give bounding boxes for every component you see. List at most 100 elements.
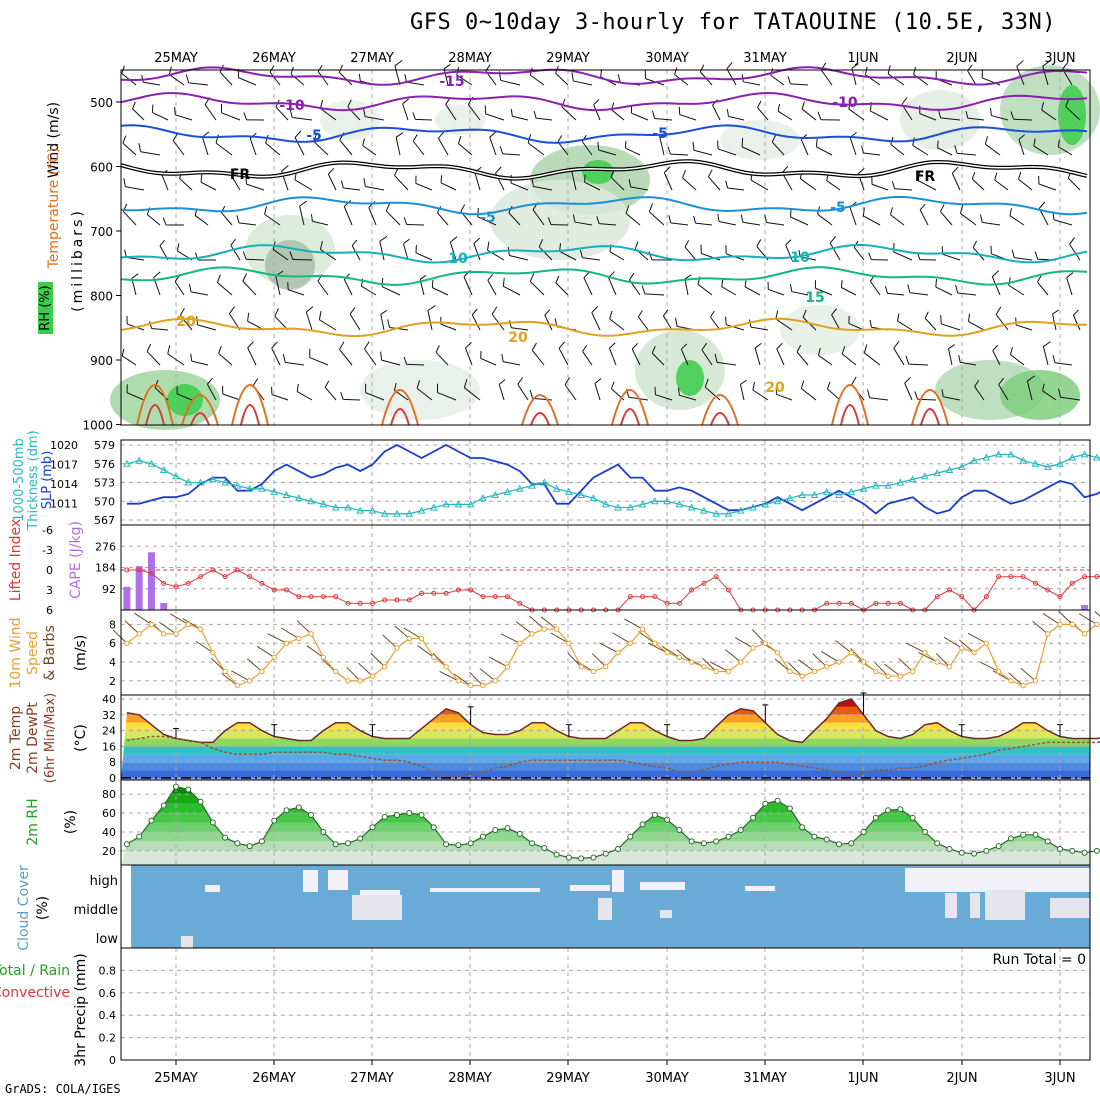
wind-speed-point	[210, 649, 216, 656]
wind-barb	[974, 386, 985, 401]
wind-barb	[1042, 346, 1049, 366]
wind-barb	[267, 633, 287, 644]
wind-barb	[849, 207, 857, 226]
wind-barb	[358, 662, 373, 677]
wind-speed-point	[382, 664, 388, 670]
thickness-point	[1080, 450, 1089, 458]
wind-barb-flag	[387, 319, 391, 328]
wind-barb	[909, 292, 929, 296]
wind-barb	[702, 657, 717, 672]
wind-barb	[625, 147, 641, 156]
wind-barb	[364, 348, 377, 366]
wind-barb-flag	[776, 342, 783, 350]
thickness-point	[1056, 459, 1064, 467]
wind-barb-flag	[502, 277, 505, 287]
wind-barb	[440, 182, 457, 191]
wind-barb	[463, 276, 473, 296]
wind-barb-flag	[1052, 355, 1056, 363]
wind-barb	[574, 221, 593, 226]
tick-label: 0.2	[99, 1032, 117, 1045]
rh-point	[406, 810, 413, 817]
wind-barb	[191, 360, 209, 366]
lifted-index-point	[676, 600, 682, 606]
wind-barb-flag	[394, 60, 403, 67]
tick-label: 0	[109, 1054, 116, 1067]
wind-speed-point	[492, 678, 498, 684]
wind-barb-flag	[510, 108, 513, 117]
wind-speed-point	[1020, 682, 1026, 689]
wind-barb-flag	[901, 97, 908, 105]
wind-barb	[841, 287, 857, 296]
rh-point	[774, 797, 781, 804]
wind-barb	[394, 175, 409, 191]
wind-barb	[464, 387, 481, 401]
rh-point	[1044, 838, 1051, 845]
wind-barb-flag	[801, 101, 805, 110]
wind-barb	[777, 110, 793, 121]
temp-unit-label: (°C)	[73, 724, 89, 752]
wind-barb	[269, 71, 281, 86]
rh-point	[971, 850, 978, 857]
wind-barb-flag	[717, 213, 720, 222]
rh-point	[173, 783, 179, 790]
lifted-index-point	[284, 587, 289, 593]
wind-speed-point	[566, 640, 572, 646]
wind-barb	[734, 637, 754, 649]
wind-speed-point	[848, 649, 854, 656]
thickness-point	[871, 481, 880, 489]
rh-point	[872, 814, 879, 821]
hot-contour	[710, 412, 730, 426]
wind-barb	[979, 661, 999, 672]
wind-barb	[438, 138, 449, 156]
wind-barb-flag	[1018, 171, 1022, 180]
wind-barb	[294, 137, 305, 156]
lifted-index-point	[1094, 574, 1100, 580]
wind-barb-flag	[319, 99, 324, 109]
wind-barb	[684, 278, 689, 296]
lifted-index-point	[505, 594, 510, 600]
wind-barb	[249, 138, 257, 156]
rh-point	[553, 851, 560, 858]
thickness-point	[1019, 456, 1028, 464]
wind-barb	[264, 213, 281, 226]
wind-barb	[511, 327, 529, 331]
wind-barb-flag	[176, 243, 180, 252]
date-label-bottom: 31MAY	[743, 1071, 787, 1086]
wind-barb	[246, 658, 263, 672]
wind-speed-point	[836, 659, 842, 665]
wind-barb-flag	[531, 178, 534, 187]
wind-barb-flag	[939, 204, 945, 212]
wind-barb	[670, 153, 689, 156]
hot-contour	[620, 408, 640, 426]
thickness-point	[675, 500, 684, 508]
contour-label: -5	[306, 128, 322, 144]
wind-speed-point	[639, 626, 646, 632]
cloud-middle-cell	[1050, 898, 1090, 918]
rh-point	[762, 800, 769, 807]
thickness-point	[454, 500, 463, 508]
wind-barb	[721, 286, 737, 296]
wind-speed-point	[1069, 621, 1075, 628]
tick-label: 900	[90, 354, 113, 368]
wind-barb	[449, 241, 457, 261]
tick-label: 1014	[50, 478, 78, 491]
cape-label: CAPE (J/kg)	[68, 521, 84, 599]
rh-shading	[676, 360, 704, 396]
wind-barb	[1060, 396, 1081, 401]
wind-barb-flag	[190, 353, 193, 362]
thickness-point	[736, 506, 745, 514]
wind-barb-flag	[912, 137, 915, 146]
wind-barb	[904, 382, 913, 401]
wind-barb	[816, 146, 833, 156]
lifted-index-point	[627, 594, 633, 600]
wind-barb	[716, 361, 737, 366]
date-label-top: 2JUN	[946, 51, 977, 66]
wind-barb-flag	[851, 63, 859, 69]
contour-label: -5	[830, 200, 846, 216]
wind-barb	[200, 181, 217, 191]
wind-speed-point	[1008, 678, 1014, 684]
wind-barb-flag	[905, 355, 910, 365]
wind-barb-flag	[744, 279, 747, 287]
rh-point	[443, 841, 450, 848]
hot-contour	[390, 408, 410, 426]
